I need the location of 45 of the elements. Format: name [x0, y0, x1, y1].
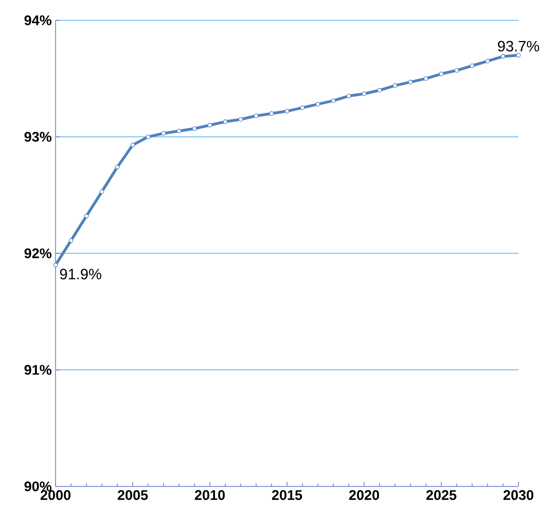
point [439, 72, 444, 76]
point [161, 130, 166, 136]
point [146, 134, 150, 139]
point [84, 214, 89, 218]
x-tick-label: 2005 [118, 490, 148, 500]
point [269, 111, 274, 116]
point [115, 164, 120, 170]
y-tick-label: 94% [24, 15, 52, 26]
point [362, 91, 366, 96]
point [408, 80, 413, 84]
point [377, 88, 382, 92]
point [176, 128, 182, 134]
point [485, 58, 490, 64]
annotation: 91.9% [60, 268, 102, 280]
point [316, 102, 320, 106]
x-tick-label: 2030 [503, 490, 534, 500]
point [100, 189, 104, 194]
point [500, 54, 506, 59]
point [516, 52, 521, 58]
point [331, 98, 336, 103]
point [284, 108, 290, 114]
annotation: 93.7% [498, 40, 540, 52]
x-tick-label: 2015 [272, 490, 302, 500]
point [346, 94, 351, 98]
point [470, 63, 474, 68]
point [208, 122, 212, 128]
x-tick-label: 2025 [426, 490, 456, 500]
point [130, 142, 135, 148]
point [53, 262, 58, 268]
y-tick-label: 93% [24, 132, 52, 142]
point [68, 238, 74, 243]
point [454, 68, 459, 73]
point [254, 113, 258, 118]
point [223, 119, 228, 124]
point [300, 105, 305, 110]
x-tick-label: 2000 [40, 490, 70, 500]
y-tick-label: 90% [24, 481, 52, 492]
point [392, 83, 398, 88]
x-tick-label: 2020 [349, 490, 380, 500]
x-tick-label: 2010 [194, 490, 225, 500]
point [192, 126, 197, 131]
point [238, 116, 243, 122]
point [424, 76, 428, 81]
y-tick-label: 92% [24, 248, 52, 258]
y-tick-label: 91% [24, 364, 52, 375]
